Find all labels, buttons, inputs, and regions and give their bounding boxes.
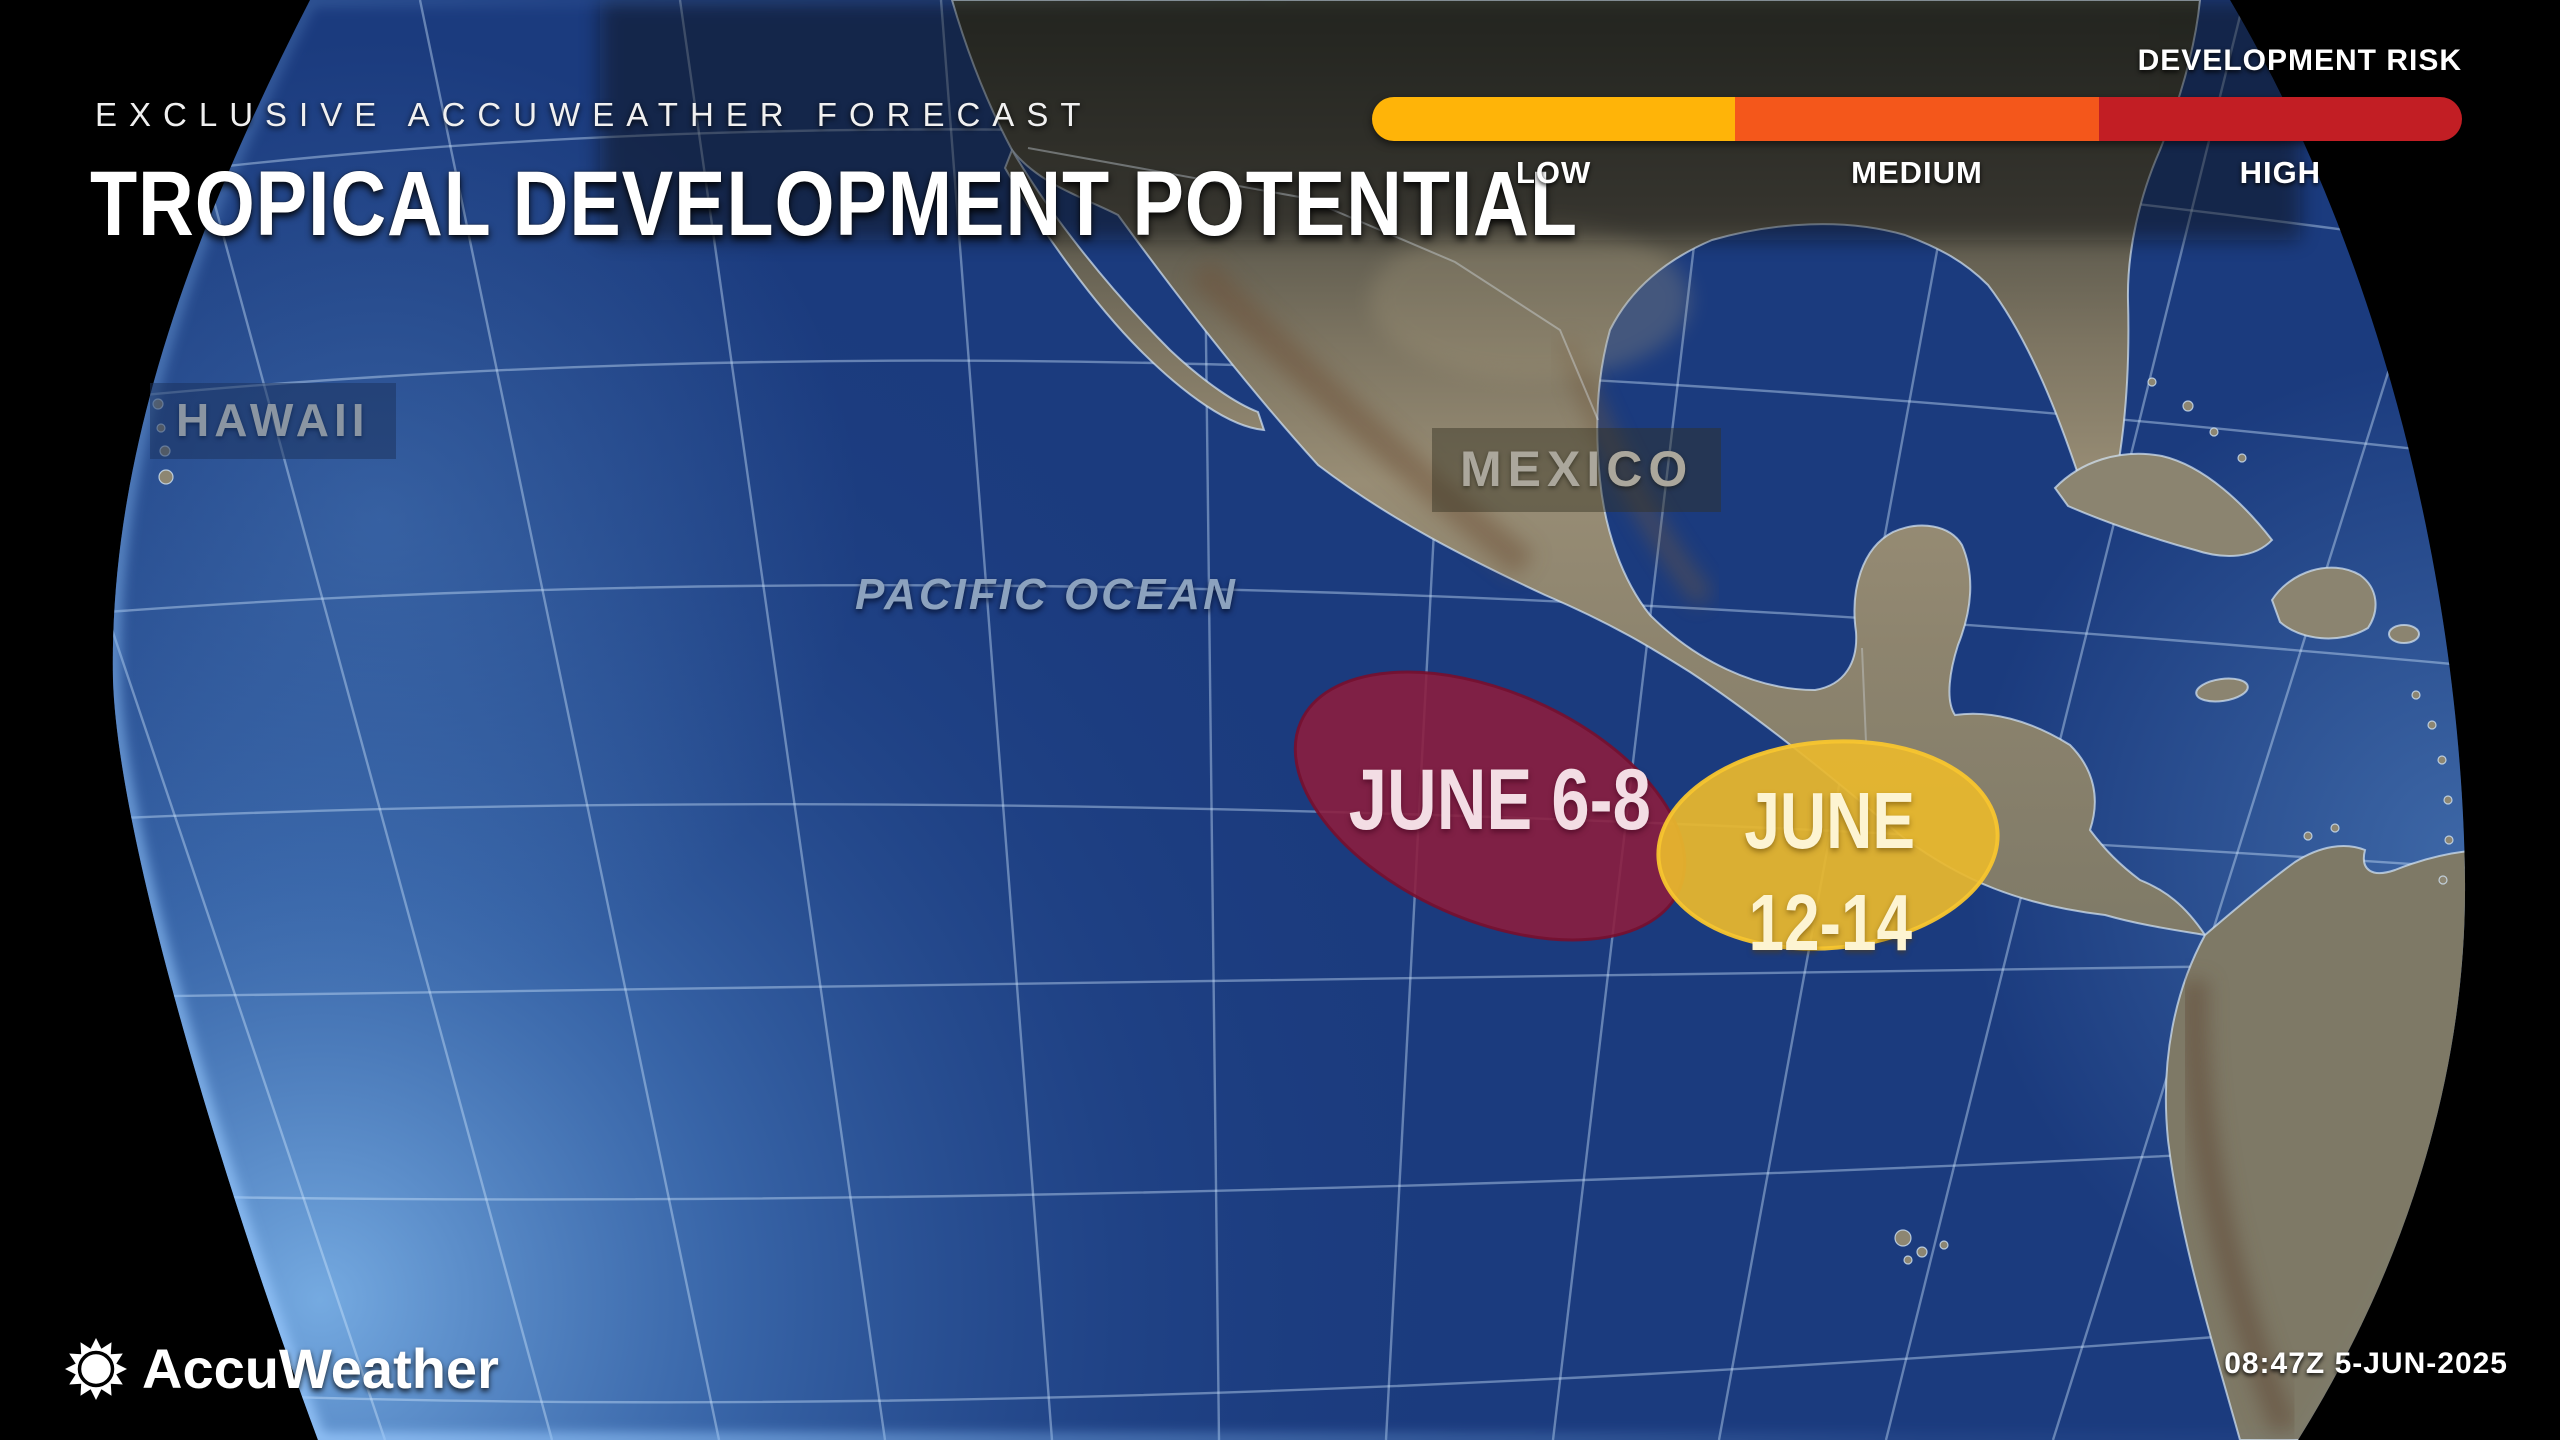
risk-label-june-6-8: JUNE 6-8: [1300, 757, 1700, 843]
eyebrow-text: EXCLUSIVE ACCUWEATHER FORECAST: [95, 96, 1093, 133]
risk-label-june-6-8-text: JUNE 6-8: [1348, 752, 1652, 848]
timestamp: 08:47Z 5-JUN-2025: [2224, 1347, 2508, 1380]
accuweather-logo: AccuWeather: [64, 1336, 499, 1401]
map-label-pacific-ocean: PACIFIC OCEAN: [855, 570, 1238, 619]
risk-label-june-12-14: JUNE 12-14: [1655, 770, 2005, 975]
landmass-cuba: [2053, 452, 2274, 557]
landmass-baja-california: [1003, 147, 1266, 432]
landmass-hispaniola: [2270, 566, 2377, 640]
legend-label-high: HIGH: [2239, 155, 2322, 190]
risk-label-june-12-14-line1: JUNE: [1744, 776, 1916, 865]
legend-segment-high: [2098, 97, 2462, 141]
legend-segment-medium: [1735, 97, 2099, 141]
globe-rim-glow: [112, 0, 2466, 1440]
legend-segment-low: [1372, 97, 1736, 141]
plains-highlight: [1370, 220, 1690, 380]
sun-icon: [65, 1337, 127, 1400]
page-title: TROPICAL DEVELOPMENT POTENTIAL: [90, 152, 1861, 257]
brand-name: AccuWeather: [142, 1337, 499, 1400]
legend-label-low: LOW: [1516, 155, 1592, 190]
map-label-mexico: MEXICO: [1432, 428, 1722, 512]
risk-legend-bar: [1372, 97, 2462, 141]
map-label-hawaii: HAWAII: [150, 383, 396, 459]
risk-area-june-12-14: [1656, 739, 2000, 951]
legend-label-medium: MEDIUM: [1851, 155, 1983, 190]
legend-labels: LOW MEDIUM HIGH: [1372, 155, 2462, 191]
risk-label-june-12-14-line2: 12-14: [1748, 878, 1912, 968]
landmass-puerto-rico: [2388, 624, 2420, 644]
landmass-jamaica: [2195, 677, 2249, 703]
country-borders: [1027, 147, 1867, 743]
sierra-madre-terrain: [1189, 259, 1535, 577]
andes-terrain: [2181, 979, 2298, 1435]
legend-title: DEVELOPMENT RISK: [2137, 44, 2462, 77]
page-title-text: TROPICAL DEVELOPMENT POTENTIAL: [90, 153, 1578, 255]
